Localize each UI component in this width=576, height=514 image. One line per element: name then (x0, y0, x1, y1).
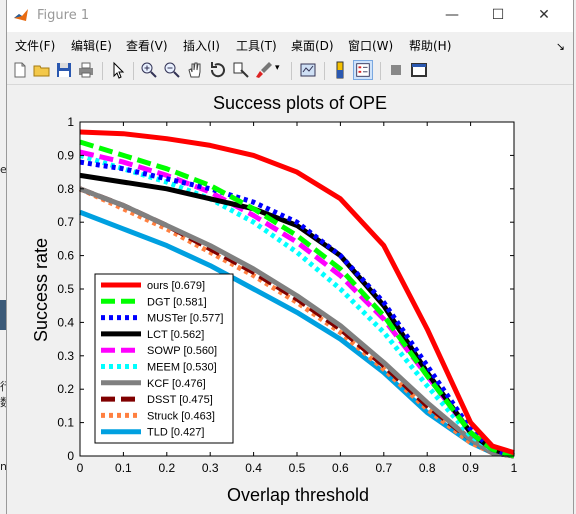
x-tick-label: 0.8 (419, 461, 436, 475)
x-tick-label: 0.3 (202, 461, 219, 475)
legend-label: SOWP [0.560] (147, 345, 217, 357)
minimize-button[interactable]: — (429, 0, 475, 30)
toolbar: ▾ (7, 57, 573, 85)
toolbar-separator (102, 62, 103, 80)
x-tick-label: 0 (77, 461, 84, 475)
toolbar-separator (291, 62, 292, 80)
series-line (79, 139, 515, 459)
rotate-icon[interactable] (208, 60, 228, 80)
figure-window: Figure 1 — ☐ ✕ 文件(F) 编辑(E) 查看(V) 插入(I) 工… (6, 0, 574, 514)
legend-label: ours [0.679] (147, 280, 205, 292)
save-icon[interactable] (54, 60, 74, 80)
series-line (79, 186, 515, 459)
colorbar-icon[interactable] (330, 60, 350, 80)
close-icon: ✕ (538, 7, 550, 23)
legend-label: MUSTer [0.577] (147, 313, 223, 325)
dock-arrow-icon[interactable]: ↘ (555, 40, 565, 53)
toolbar-separator (133, 62, 134, 80)
y-tick-label: 0.5 (57, 282, 74, 296)
x-tick-label: 0.9 (462, 461, 479, 475)
series-lines (78, 129, 515, 459)
series-line (79, 129, 515, 456)
minimize-icon: — (445, 7, 459, 23)
series-line (79, 159, 515, 459)
y-tick-label: 0.8 (57, 182, 74, 196)
legend-icon[interactable] (353, 60, 373, 80)
legend-label: Struck [0.463] (147, 410, 215, 422)
legend-label: KCF [0.476] (147, 378, 206, 390)
x-tick-label: 1 (511, 461, 518, 475)
brush-dropdown-icon[interactable]: ▾ (275, 63, 280, 73)
x-tick-label: 0.1 (115, 461, 132, 475)
matlab-icon (14, 9, 28, 21)
background-window-strip (0, 300, 6, 330)
y-tick-label: 1 (67, 115, 74, 129)
chart-title: Success plots of OPE (213, 93, 387, 113)
x-tick-label: 0.4 (245, 461, 262, 475)
pan-icon[interactable] (185, 60, 205, 80)
zoom-out-icon[interactable] (162, 60, 182, 80)
menu-tools[interactable]: 工具(T) (236, 39, 277, 53)
y-tick-label: 0.6 (57, 249, 74, 263)
legend-label: TLD [0.427] (147, 427, 204, 439)
figure-canvas: Success plots of OPE Overlap threshold S… (7, 86, 573, 514)
menu-view[interactable]: 查看(V) (126, 39, 168, 53)
y-axis-label: Success rate (31, 238, 51, 342)
y-tick-label: 0.7 (57, 215, 74, 229)
data-cursor-icon[interactable] (231, 60, 251, 80)
background-fragment: 行 (0, 378, 11, 394)
menu-bar: 文件(F) 编辑(E) 查看(V) 插入(I) 工具(T) 桌面(D) 窗口(W… (7, 34, 573, 56)
toolbar-separator (380, 62, 381, 80)
y-tick-label: 0 (67, 449, 74, 463)
y-tick-label: 0.3 (57, 349, 74, 363)
open-file-icon[interactable] (32, 60, 52, 80)
new-figure-icon[interactable] (10, 60, 30, 80)
x-axis-label: Overlap threshold (227, 485, 369, 505)
background-fragment: 数 (0, 394, 11, 410)
success-plot[interactable]: Success plots of OPE Overlap threshold S… (7, 86, 573, 514)
x-tick-label: 0.7 (375, 461, 392, 475)
close-button[interactable]: ✕ (521, 0, 567, 30)
x-tick-label: 0.6 (332, 461, 349, 475)
show-plot-tools-icon[interactable] (409, 60, 429, 80)
legend[interactable]: ours [0.679] DGT [0.581] MUSTer [0.577] LCT… (94, 273, 234, 444)
brush-icon[interactable] (254, 60, 274, 80)
legend-label: DSST [0.475] (147, 394, 213, 406)
maximize-button[interactable]: ☐ (475, 0, 521, 30)
menu-edit[interactable]: 编辑(E) (71, 39, 112, 53)
y-tick-label: 0.4 (57, 315, 74, 329)
print-icon[interactable] (76, 60, 96, 80)
x-tick-label: 0.2 (158, 461, 175, 475)
link-plot-icon[interactable] (298, 60, 318, 80)
menu-desktop[interactable]: 桌面(D) (291, 39, 334, 53)
hide-plot-tools-icon[interactable] (386, 60, 406, 80)
zoom-in-icon[interactable] (139, 60, 159, 80)
maximize-icon: ☐ (491, 7, 505, 23)
legend-label: LCT [0.562] (147, 329, 204, 341)
title-bar[interactable]: Figure 1 — ☐ ✕ (7, 0, 573, 32)
legend-label: MEEM [0.530] (147, 362, 217, 374)
background-fragment: e (0, 163, 7, 176)
toolbar-separator (324, 62, 325, 80)
y-tick-label: 0.9 (57, 148, 74, 162)
menu-help[interactable]: 帮助(H) (409, 39, 452, 53)
x-tick-label: 0.5 (289, 461, 306, 475)
menu-file[interactable]: 文件(F) (15, 39, 56, 53)
y-tick-label: 0.1 (57, 416, 74, 430)
legend-label: DGT [0.581] (147, 296, 207, 308)
pointer-icon[interactable] (108, 60, 128, 80)
y-tick-label: 0.2 (57, 382, 74, 396)
window-title: Figure 1 (37, 8, 90, 23)
menu-insert[interactable]: 插入(I) (183, 39, 220, 53)
menu-window[interactable]: 窗口(W) (348, 39, 394, 53)
